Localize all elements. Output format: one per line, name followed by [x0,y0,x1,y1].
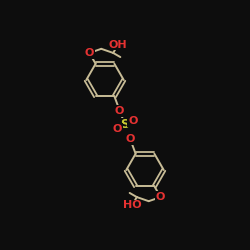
Text: O: O [126,134,135,144]
Text: S: S [120,118,130,132]
Text: O: O [112,124,122,134]
Text: O: O [128,116,138,126]
Text: O: O [85,48,94,58]
Text: HO: HO [123,200,141,210]
Text: O: O [156,192,165,202]
Text: O: O [115,106,124,116]
Text: OH: OH [109,40,127,50]
